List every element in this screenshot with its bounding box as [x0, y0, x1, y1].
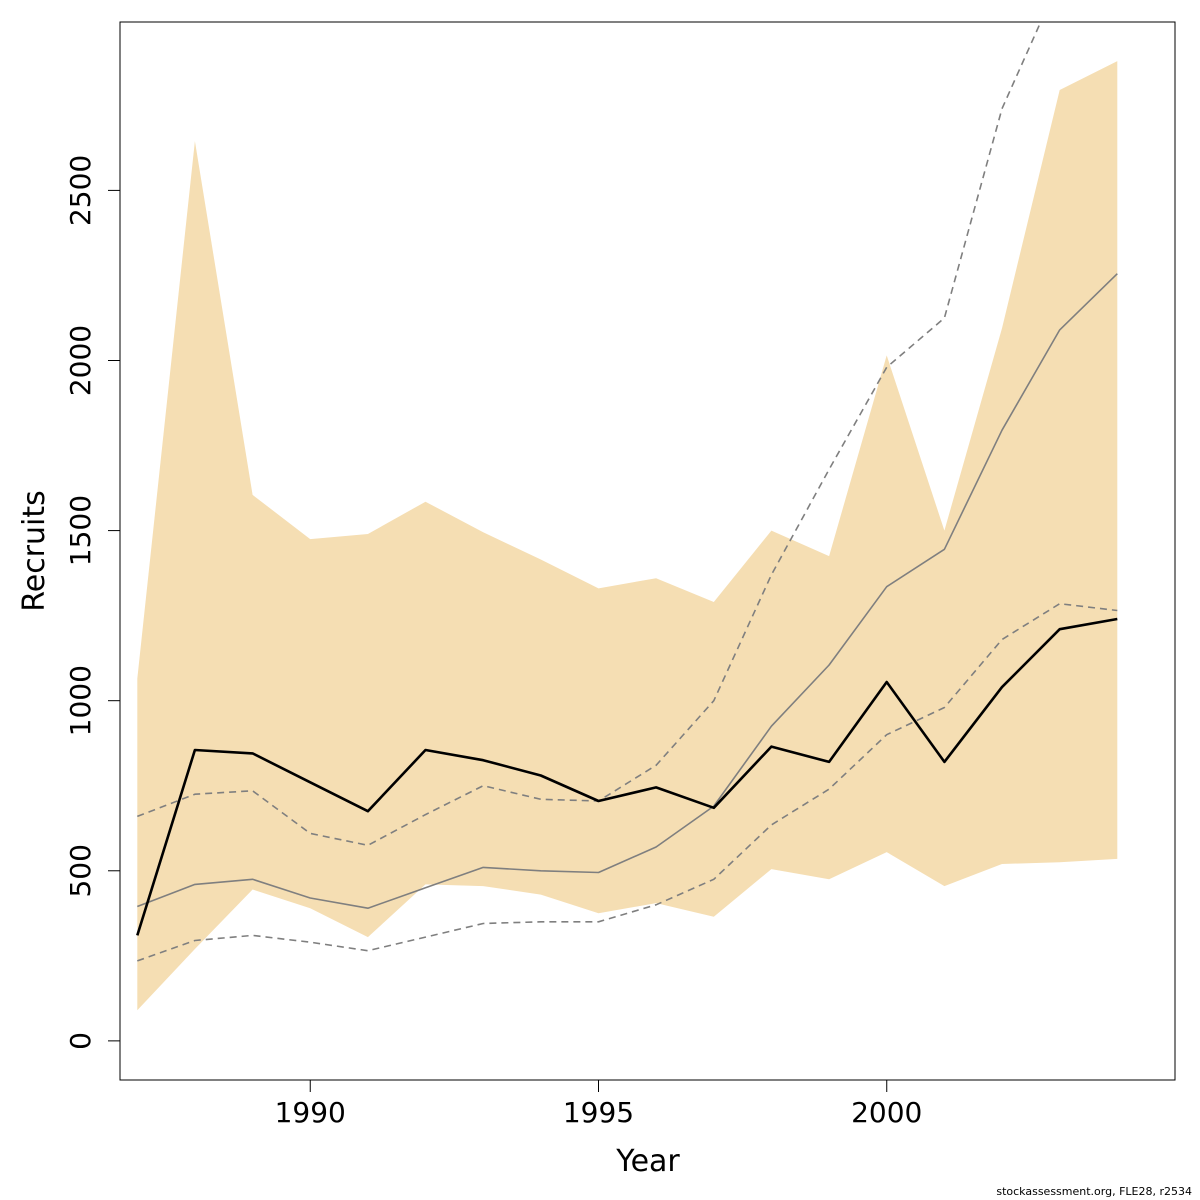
series-line-solid-grey	[137, 273, 1118, 910]
footer-credit: stockassessment.org, FLE28, r2534	[996, 1185, 1192, 1198]
y-tick-label: 1000	[64, 665, 97, 736]
y-tick-label: 2500	[64, 155, 97, 226]
y-tick-label: 2000	[64, 325, 97, 396]
x-tick-label: 2000	[851, 1096, 922, 1129]
y-tick-label: 0	[64, 1032, 97, 1050]
y-axis: 0 500 1000 1500 2000 2500	[64, 155, 121, 1050]
y-tick-label: 1500	[64, 495, 97, 566]
series-line-dashed-grey-upper	[137, 22, 1042, 847]
series-line-solid-black	[136, 617, 1118, 936]
y-axis-title: Recruits	[17, 490, 52, 612]
plot-area	[136, 22, 1118, 1011]
confidence-band	[137, 61, 1118, 1011]
x-tick-label: 1990	[275, 1096, 346, 1129]
x-tick-label: 1995	[563, 1096, 634, 1129]
x-axis: 1990 1995 2000	[275, 1079, 922, 1129]
x-axis-title: Year	[615, 1144, 680, 1179]
y-tick-label: 500	[64, 844, 97, 897]
